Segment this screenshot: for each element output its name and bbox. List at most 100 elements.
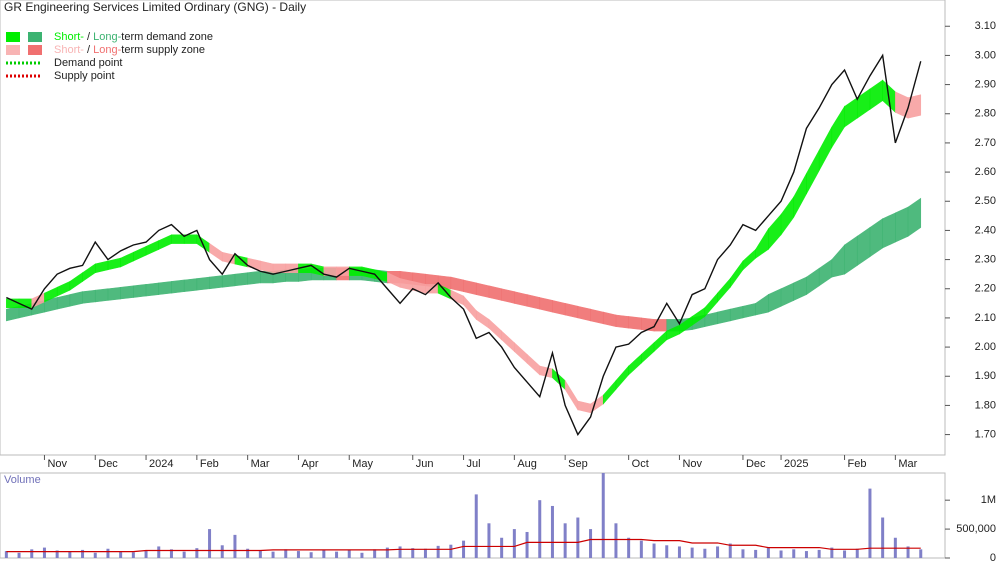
zone-segment — [895, 206, 909, 243]
y-tick-label: 2.60 — [975, 166, 996, 178]
volume-bar — [919, 549, 923, 558]
x-tick-label: Dec — [746, 458, 766, 470]
zone-segment — [94, 260, 109, 274]
volume-bar — [347, 550, 351, 558]
volume-bar — [614, 523, 618, 558]
x-tick-label: 2024 — [149, 458, 173, 470]
zone-segment — [717, 308, 731, 325]
zone-segment — [526, 294, 541, 310]
zone-segment — [221, 273, 236, 288]
x-tick-label: Sep — [568, 458, 588, 470]
zone-segment — [514, 291, 528, 307]
volume-bar — [169, 549, 173, 558]
y-tick-label: 2.30 — [975, 253, 996, 265]
volume-bar — [538, 500, 542, 558]
zone-segment — [806, 267, 820, 296]
zone-segment — [742, 248, 756, 271]
legend-swatch — [6, 32, 20, 42]
zone-segment — [755, 227, 769, 259]
volume-tick-label: 0 — [990, 552, 996, 562]
zone-segment — [463, 279, 477, 295]
zone-segment — [82, 289, 96, 304]
volume-bar — [462, 540, 466, 558]
zone-segment — [209, 242, 223, 262]
zone-segment — [628, 316, 642, 330]
volume-bar — [500, 537, 504, 558]
volume-bar — [665, 545, 669, 558]
zone-segment — [69, 291, 83, 307]
x-tick-label: Feb — [848, 458, 867, 470]
volume-bar — [68, 551, 72, 558]
zone-segment — [590, 308, 604, 325]
x-tick-label: 2025 — [784, 458, 808, 470]
volume-bar — [322, 549, 326, 558]
volume-bar — [690, 547, 694, 558]
zone-segment — [793, 276, 807, 301]
zone-segment — [145, 240, 160, 256]
zone-segment — [56, 280, 71, 297]
volume-bar — [42, 547, 46, 558]
volume-tick-label: 1M — [981, 494, 996, 506]
zone-segment — [780, 282, 795, 307]
legend-swatch — [28, 32, 42, 42]
volume-bar — [220, 545, 224, 558]
volume-bar — [271, 551, 275, 558]
volume-bar — [728, 543, 732, 558]
volume-bar — [525, 531, 529, 558]
y-tick-label: 2.70 — [975, 137, 996, 149]
volume-label: Volume — [4, 474, 41, 486]
zone-segment — [818, 126, 833, 171]
volume-bar — [512, 529, 516, 558]
volume-bar — [601, 473, 605, 558]
volume-bar — [373, 549, 377, 558]
volume-bar — [868, 488, 872, 558]
x-tick-label: May — [352, 458, 373, 470]
volume-bar — [652, 543, 656, 558]
y-tick-label: 2.20 — [975, 283, 996, 295]
zone-segment — [94, 288, 109, 303]
zone-segment — [158, 281, 172, 295]
x-tick-label: Mar — [898, 458, 917, 470]
zone-segment — [602, 379, 617, 405]
volume-bar — [93, 552, 97, 558]
zone-segment — [450, 276, 464, 293]
zone-segment — [641, 342, 655, 364]
zone-segment — [107, 286, 121, 301]
zone-segment — [158, 234, 172, 250]
zone-segment — [564, 379, 579, 411]
zone-segment — [755, 294, 769, 316]
volume-bar — [258, 550, 262, 558]
zone-segment — [793, 173, 807, 218]
zone-segment — [818, 259, 833, 287]
zone-segment — [907, 197, 922, 237]
zone-segment — [729, 260, 744, 289]
volume-bar — [550, 505, 554, 558]
volume-bar — [779, 550, 783, 558]
x-tick-label: Nov — [47, 458, 67, 470]
volume-bar — [792, 549, 796, 558]
chart-title: GR Engineering Services Limited Ordinary… — [4, 0, 306, 14]
volume-bar — [30, 549, 34, 558]
zone-segment — [69, 272, 83, 291]
volume-bar — [855, 548, 859, 558]
y-tick-label: 2.40 — [975, 224, 996, 236]
x-tick-label: Nov — [682, 458, 702, 470]
zone-segment — [577, 305, 591, 322]
volume-bar — [4, 551, 8, 558]
volume-bar — [55, 550, 59, 558]
volume-bar — [385, 547, 389, 558]
zone-segment — [856, 226, 871, 266]
legend-swatch — [6, 45, 20, 55]
volume-bar — [423, 548, 427, 558]
zone-segment — [628, 353, 642, 376]
x-tick-label: Jul — [467, 458, 481, 470]
legend-label: Short- / Long-term supply zone — [54, 44, 205, 56]
volume-bar — [81, 549, 85, 558]
legend-part: Long- — [93, 44, 121, 56]
zone-segment — [171, 279, 185, 294]
price-panel — [0, 0, 946, 456]
zone-segment — [806, 150, 820, 195]
zone-segment — [615, 314, 629, 329]
zone-segment — [234, 272, 248, 287]
